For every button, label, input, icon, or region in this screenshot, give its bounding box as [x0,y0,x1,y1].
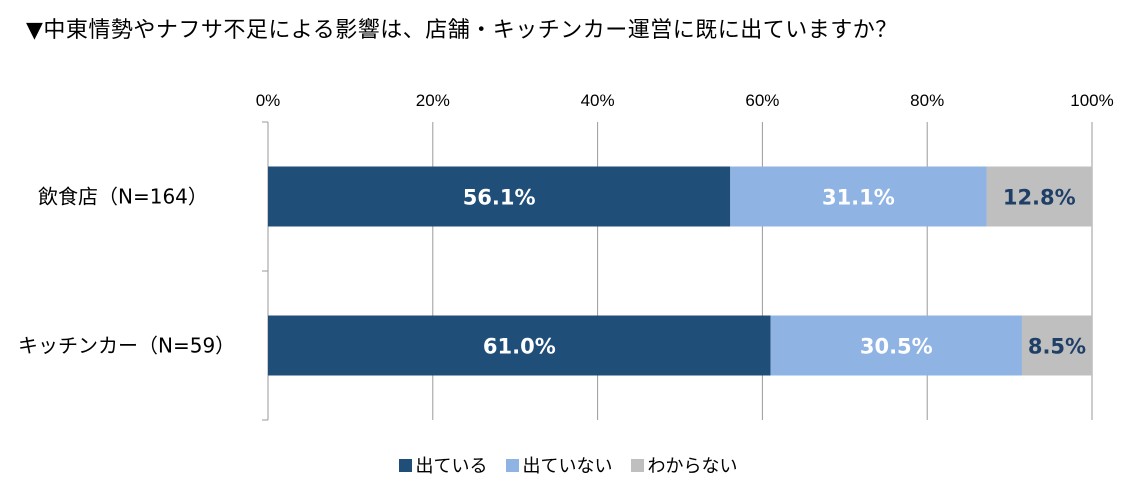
x-tick-label: 20% [416,91,450,110]
chart-legend: 出ている 出ていない わからない [0,452,1136,478]
x-tick-label: 60% [745,91,779,110]
category-label: キッチンカー（N=59） [18,334,235,358]
stacked-bar-chart: 0% 20% 40% 60% 80% 100% 飲食店（N=164） 56.1% 31.1% 12… [18,91,1114,421]
legend-swatch [630,458,644,472]
bar-segment [770,315,1022,376]
legend-label: 出ている [415,456,488,477]
bar-segment [268,166,731,227]
x-tick-label: 40% [581,91,615,110]
legend-label: 出ていない [522,456,613,477]
data-label: 61.0% [483,335,556,359]
chart-title: ▼中東情勢やナフサ不足による影響は、店舗・キッチンカー運営に既に出ていますか？ [26,18,898,43]
data-label: 12.8% [1003,186,1076,210]
bar-segment [730,166,987,227]
legend-item: わからない [630,452,738,478]
legend-swatch [398,458,412,472]
data-label: 8.5% [1028,335,1086,359]
legend-label: わからない [647,456,738,477]
x-tick-label: 80% [910,91,944,110]
data-label: 30.5% [860,335,933,359]
data-label: 56.1% [463,186,536,210]
data-label: 31.1% [822,186,895,210]
bar-segment [1021,315,1092,376]
legend-item: 出ている [398,452,488,478]
bar-segment [986,166,1092,227]
legend-item: 出ていない [505,452,613,478]
x-tick-label: 100% [1070,91,1113,110]
x-tick-label: 0% [256,91,281,110]
bar-segment [268,315,771,376]
category-label: 飲食店（N=164） [38,185,208,209]
legend-swatch [505,458,519,472]
